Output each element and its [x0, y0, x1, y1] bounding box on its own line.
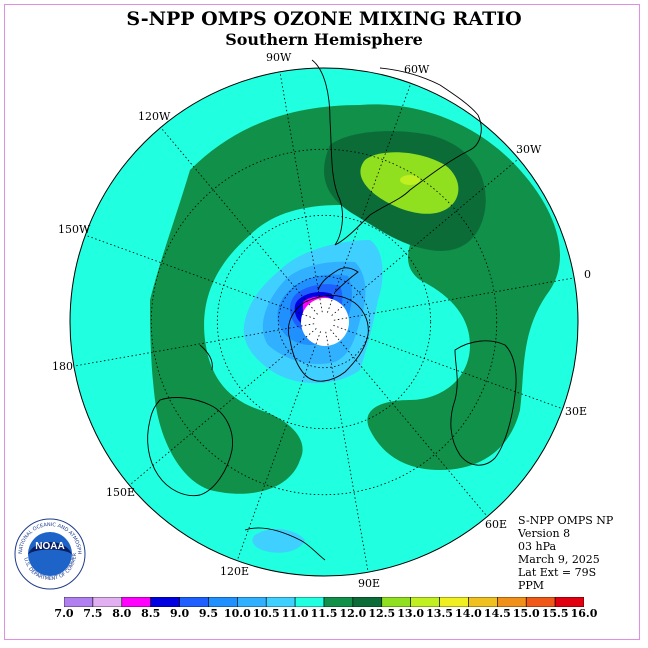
meridian-line: [333, 325, 563, 410]
color-scale-tick-label: 10.5: [252, 607, 280, 620]
latitude-circle: [277, 275, 371, 369]
lon-label-90e: 90E: [358, 577, 381, 590]
ozone-band-13-0: [400, 175, 420, 185]
color-scale-swatch: [381, 597, 411, 607]
meridian-line: [129, 328, 317, 486]
map-subtitle: Southern Hemisphere: [225, 30, 423, 49]
color-scale-swatch: [150, 597, 180, 607]
color-scale-swatch: [92, 597, 123, 607]
color-scale-tick-label: 15.0: [512, 607, 540, 620]
graticule: [73, 71, 575, 573]
coast-antarctic-peninsula: [317, 267, 359, 293]
color-scale-swatch: [525, 597, 556, 607]
lon-label-30w: 30W: [516, 143, 542, 156]
coastlines: [147, 59, 517, 561]
color-scale-tick-label: 14.5: [483, 607, 511, 620]
color-scale-bar: [64, 597, 584, 607]
color-scale-tick-label: 12.5: [368, 607, 396, 620]
color-scale-swatch: [208, 597, 238, 607]
meridian-line: [85, 234, 315, 319]
color-scale-tick-label: 14.0: [455, 607, 482, 620]
info-date: March 9, 2025: [518, 553, 600, 566]
latitude-circle: [216, 214, 432, 430]
coast-australia: [147, 397, 233, 497]
polar-no-data-cap: [301, 298, 349, 346]
latitude-circle: [150, 148, 498, 496]
color-scale-tick-label: 8.5: [141, 607, 161, 620]
meridian-line: [327, 83, 412, 313]
logo-text: NOAA: [35, 541, 64, 552]
color-scale-tick-label: 11.5: [310, 607, 338, 620]
lon-label-150w: 150W: [58, 223, 91, 236]
lon-label-150e: 150E: [106, 486, 136, 499]
lon-label-60w: 60W: [404, 63, 430, 76]
color-scale-swatch: [294, 597, 325, 607]
coast-africa: [450, 340, 517, 466]
color-scale-tick-label: 13.0: [397, 607, 425, 620]
color-scale-swatch: [497, 597, 527, 607]
color-scale-tick-label: 7.0: [54, 607, 74, 620]
logo-inner-disk: [28, 532, 72, 576]
color-scale-swatch: [64, 597, 94, 607]
color-scale-swatch: [237, 597, 267, 607]
color-scale-swatch: [352, 597, 383, 607]
color-scale-swatch: [265, 597, 296, 607]
noaa-logo: NATIONAL OCEANIC AND ATMOSPHERIC ADMINIS…: [14, 518, 86, 590]
color-scale-swatch: [439, 597, 469, 607]
logo-bird-shape: [28, 542, 72, 554]
coast-south-america: [311, 59, 482, 246]
lon-label-180: 180: [52, 360, 73, 373]
map-title: S-NPP OMPS OZONE MIXING RATIO: [126, 8, 522, 30]
color-scale-tick-label: 7.5: [83, 607, 103, 620]
color-scale-swatch: [468, 597, 498, 607]
meridian-line: [330, 329, 488, 517]
globe-outline: [69, 67, 579, 577]
color-scale-swatch: [179, 597, 209, 607]
color-scale-tick-label: 10.0: [223, 607, 251, 620]
info-level: 03 hPa: [518, 540, 557, 553]
color-scale-tick-label: 9.5: [198, 607, 219, 620]
color-scale-tick-label: 11.0: [281, 607, 309, 620]
color-scale-swatch: [121, 597, 151, 607]
color-scale-tick-label: 15.5: [541, 607, 569, 620]
ozone-low-patch: [252, 528, 305, 553]
color-scale-tick-label: 8.0: [112, 607, 132, 620]
info-instrument: S-NPP OMPS NP: [518, 514, 614, 527]
meridian-line: [331, 158, 519, 316]
color-scale-swatch: [554, 597, 584, 607]
color-scale-tick-label: 12.0: [339, 607, 367, 620]
lon-label-120w: 120W: [138, 110, 171, 123]
meridian-line: [333, 277, 575, 321]
info-units: PPM: [518, 579, 545, 592]
meridian-line: [160, 127, 318, 315]
lon-label-90w: 90W: [266, 51, 292, 64]
info-lat-ext: Lat Ext = 79S: [518, 566, 597, 579]
lon-label-0: 0: [584, 268, 591, 281]
product-info: S-NPP OMPS NP Version 8 03 hPa March 9, …: [518, 514, 613, 592]
coast-indonesia: [244, 527, 326, 561]
coast-new-zealand: [199, 344, 213, 371]
lon-label-120e: 120E: [220, 565, 250, 578]
color-scale-swatch: [410, 597, 440, 607]
meridian-line: [325, 331, 369, 573]
page-frame: [4, 4, 640, 640]
meridian-line: [279, 71, 323, 313]
meridian-line: [236, 331, 321, 561]
color-scale-tick-label: 16.0: [570, 607, 598, 620]
lon-label-60e: 60E: [485, 518, 508, 531]
ozone-field: [70, 68, 578, 576]
color-scale-tick-label: 13.5: [426, 607, 453, 620]
lon-label-30e: 30E: [565, 405, 588, 418]
color-scale-tick-label: 9.0: [169, 607, 190, 620]
meridian-line: [73, 323, 315, 367]
color-scale-swatch: [323, 597, 354, 607]
info-version: Version 8: [518, 527, 571, 540]
